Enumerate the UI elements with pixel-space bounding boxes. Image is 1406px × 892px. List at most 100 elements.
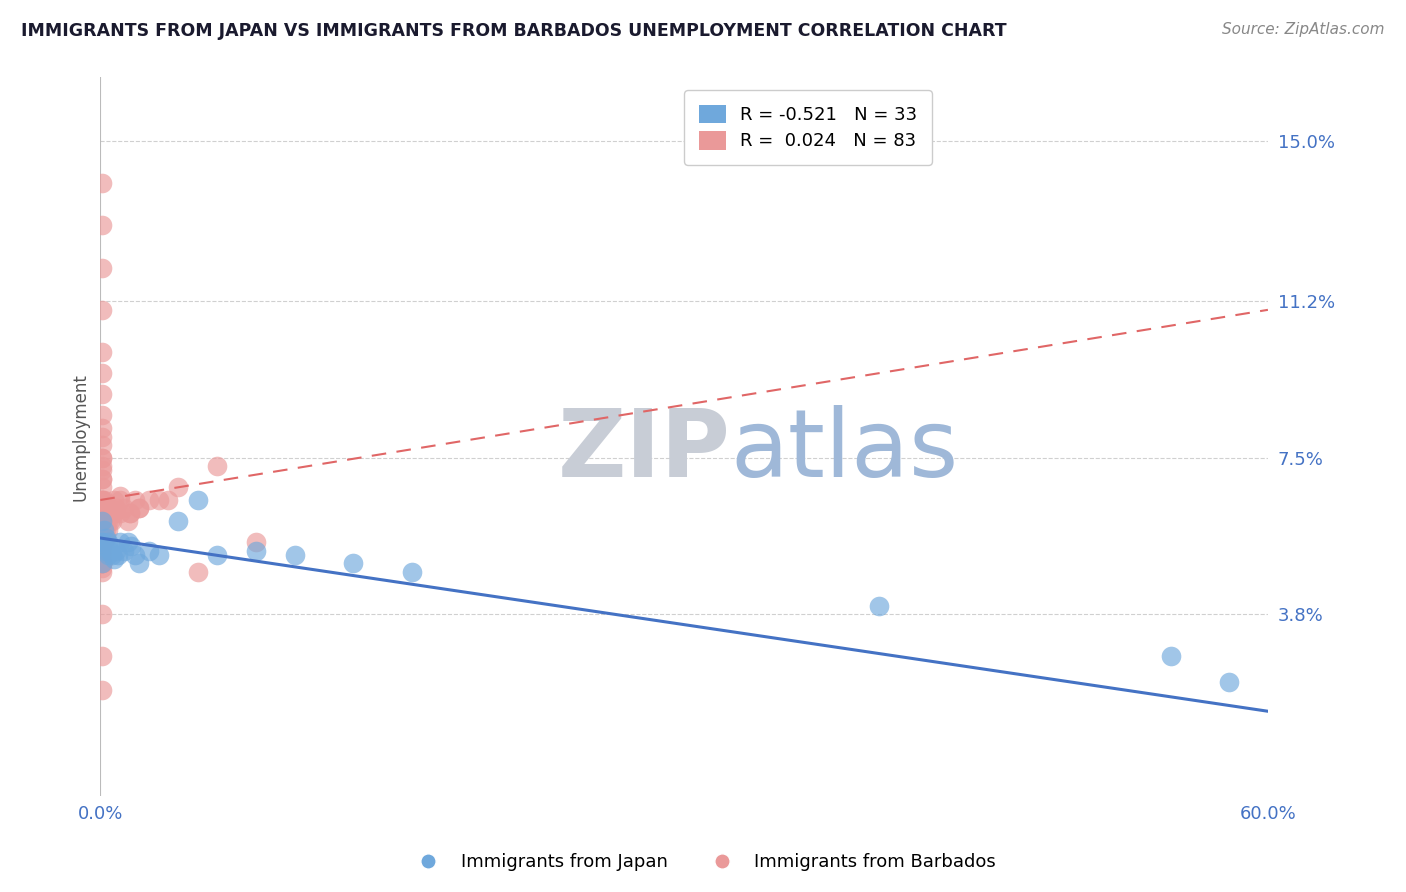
Text: ZIP: ZIP — [558, 405, 731, 497]
Point — [91, 345, 114, 359]
Point — [245, 535, 267, 549]
Point — [91, 506, 114, 520]
Text: IMMIGRANTS FROM JAPAN VS IMMIGRANTS FROM BARBADOS UNEMPLOYMENT CORRELATION CHART: IMMIGRANTS FROM JAPAN VS IMMIGRANTS FROM… — [21, 22, 1007, 40]
Point — [91, 514, 114, 528]
Point — [108, 506, 131, 520]
Point — [121, 540, 143, 554]
Point — [117, 535, 139, 549]
Point — [93, 493, 115, 508]
Point — [205, 548, 228, 562]
Point — [91, 557, 114, 571]
Point — [91, 472, 114, 486]
Point — [124, 548, 146, 562]
Point — [205, 459, 228, 474]
Point — [284, 548, 307, 562]
Point — [91, 493, 114, 508]
Point — [91, 450, 114, 465]
Point — [101, 548, 124, 562]
Point — [91, 176, 114, 190]
Point — [97, 548, 120, 562]
Point — [91, 219, 114, 233]
Point — [91, 501, 114, 516]
Point — [103, 506, 125, 520]
Point — [91, 472, 114, 486]
Point — [107, 548, 129, 562]
Point — [167, 480, 190, 494]
Point — [342, 557, 364, 571]
Point — [128, 501, 150, 516]
Point — [96, 531, 118, 545]
Point — [157, 493, 180, 508]
Point — [91, 459, 114, 474]
Point — [108, 535, 131, 549]
Point — [91, 607, 114, 621]
Point — [187, 565, 209, 579]
Point — [93, 501, 115, 516]
Point — [93, 540, 115, 554]
Text: atlas: atlas — [731, 405, 959, 497]
Point — [93, 514, 115, 528]
Point — [91, 514, 114, 528]
Point — [401, 565, 423, 579]
Point — [1160, 649, 1182, 664]
Point — [91, 493, 114, 508]
Point — [91, 540, 114, 554]
Point — [1218, 674, 1240, 689]
Point — [91, 548, 114, 562]
Point — [91, 557, 114, 571]
Point — [96, 523, 118, 537]
Point — [91, 523, 114, 537]
Point — [128, 501, 150, 516]
Point — [101, 506, 124, 520]
Point — [104, 501, 127, 516]
Point — [91, 535, 114, 549]
Point — [91, 463, 114, 477]
Point — [868, 599, 890, 613]
Point — [91, 493, 114, 508]
Legend: Immigrants from Japan, Immigrants from Barbados: Immigrants from Japan, Immigrants from B… — [404, 847, 1002, 879]
Text: Source: ZipAtlas.com: Source: ZipAtlas.com — [1222, 22, 1385, 37]
Point — [91, 409, 114, 423]
Point — [91, 450, 114, 465]
Point — [91, 429, 114, 443]
Point — [138, 543, 160, 558]
Point — [91, 438, 114, 452]
Point — [187, 493, 209, 508]
Point — [112, 501, 135, 516]
Point — [96, 543, 118, 558]
Point — [117, 514, 139, 528]
Point — [104, 543, 127, 558]
Point — [167, 514, 190, 528]
Point — [96, 531, 118, 545]
Point — [148, 493, 170, 508]
Point — [91, 501, 114, 516]
Legend: R = -0.521   N = 33, R =  0.024   N = 83: R = -0.521 N = 33, R = 0.024 N = 83 — [685, 90, 932, 165]
Point — [91, 683, 114, 698]
Point — [138, 493, 160, 508]
Point — [245, 543, 267, 558]
Point — [91, 649, 114, 664]
Point — [91, 480, 114, 494]
Point — [93, 531, 115, 545]
Point — [91, 557, 114, 571]
Point — [91, 366, 114, 380]
Point — [97, 523, 120, 537]
Point — [108, 493, 131, 508]
Point — [91, 531, 114, 545]
Point — [101, 514, 124, 528]
Point — [124, 493, 146, 508]
Point — [103, 552, 125, 566]
Point — [97, 514, 120, 528]
Point — [91, 557, 114, 571]
Point — [148, 548, 170, 562]
Point — [91, 543, 114, 558]
Point — [93, 535, 115, 549]
Point — [103, 493, 125, 508]
Y-axis label: Unemployment: Unemployment — [72, 373, 89, 500]
Point — [96, 514, 118, 528]
Point — [128, 557, 150, 571]
Point — [118, 506, 141, 520]
Point — [93, 506, 115, 520]
Point — [93, 523, 115, 537]
Point — [98, 543, 121, 558]
